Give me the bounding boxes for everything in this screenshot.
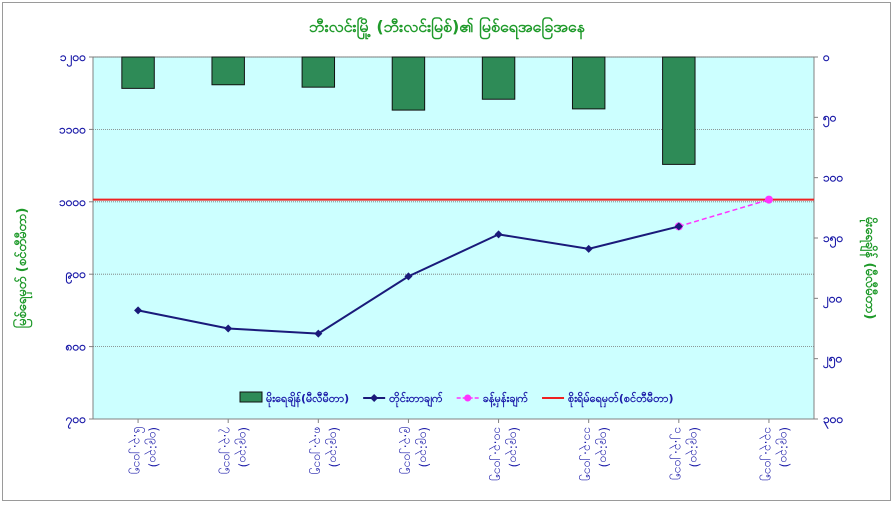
chart-title: ဘီးလင်းမြို့ (ဘီးလင်းမြစ်)၏ မြစ်ရေအခြေအန… [309, 16, 585, 40]
legend-label: တိုင်းတာချက် [389, 391, 443, 408]
left-tick-label: ၇၀၀ [65, 412, 87, 430]
x-tick-label: ၉.၃.၂၀၁၅ [398, 427, 415, 474]
x-tick-label: ၇.၃.၂၀၁၅ [218, 427, 235, 474]
x-tick-label: (၀၉:၃၀) [234, 427, 251, 467]
x-tick-label: (၀၉:၃၀) [685, 427, 702, 467]
left-tick-label: ၉၀၀ [65, 267, 87, 285]
x-tick-label: (၀၉:၃၀) [324, 427, 341, 467]
observed-point [134, 306, 143, 315]
left-tick-label: ၈၀၀ [65, 340, 87, 354]
left-axis-ticks: ၇၀၀ ၈၀၀ ၉၀၀ ၁၀၀၀ ၁၁၀၀ ၁၂၀၀ [59, 50, 93, 430]
rainfall-bar [481, 56, 516, 100]
observed-point [584, 244, 593, 253]
x-tick-label: ၆.၃.၂၀၁၅ [128, 427, 146, 474]
x-axis-ticks: ၆.၃.၂၀၁၅ (၀၉:၃၀) ၇.၃.၂၀၁၅ (၀၉:၃၀) ၈.၃.၂၀၁၅ (၀… [128, 419, 792, 481]
left-tick-label: ၁၁၀၀ [59, 122, 86, 136]
right-tick-label: ၁၅၀ [823, 231, 844, 249]
rainfall-bar [211, 56, 245, 86]
observed-point [494, 230, 503, 239]
x-tick-group: ၇.၃.၂၀၁၅ (၀၉:၃၀) [218, 427, 251, 474]
x-tick-label: (၀၉:၃၀) [595, 427, 612, 467]
left-axis-title: မြစ်ရေမှတ် (စင်တီမီတာ) [12, 208, 33, 329]
x-tick-label: ၁၀.၃.၂၀၁၅ [489, 427, 506, 481]
rainfall-bar [391, 56, 426, 111]
legend: မိုးရေချိန်(မီလီမီတာ) တိုင်းတာချက် ခန့်မှန… [239, 391, 673, 408]
x-tick-label: ၁၁.၃.၂၀၁၅ [579, 427, 596, 481]
legend-item: စိုးရိမ်ရေမှတ်(စင်တီမီတာ) [542, 391, 673, 408]
x-tick-label: ၁၂.၃.၂၀၁၅ [669, 427, 686, 480]
right-tick-label: ၃၀၀ [823, 412, 844, 430]
x-tick-label: ၈.၃.၂၀၁၅ [308, 427, 325, 474]
rainfall-bar [121, 56, 155, 89]
right-tick-label: ၅၀ [822, 110, 837, 128]
right-tick-label: ၂၀၀ [822, 291, 843, 309]
x-tick-group: ၉.၃.၂၀၁၅ (၀၉:၃၀) [398, 427, 431, 474]
observed-point [674, 222, 683, 231]
x-tick-label: ၁၃.၃.၂၀၁၅ [759, 427, 776, 481]
legend-marker [464, 394, 472, 402]
rainfall-bar [571, 56, 606, 110]
rainfall-bars [121, 56, 696, 165]
legend-item: တိုင်းတာချက် [363, 391, 443, 408]
x-tick-label: (၀၉:၃၀) [505, 427, 522, 467]
right-tick-label: ၀ [822, 50, 830, 64]
x-tick-group: ၆.၃.၂၀၁၅ (၀၉:၃၀) [128, 427, 161, 474]
legend-item: မိုးရေချိန်(မီလီမီတာ) [239, 391, 349, 408]
legend-label: မိုးရေချိန်(မီလီမီတာ) [266, 391, 349, 408]
right-tick-label: ၁၀၀ [823, 171, 844, 185]
x-tick-group: ၁၃.၃.၂၀၁၅ (၀၉:၃၀) [759, 427, 792, 481]
rainfall-bar [301, 56, 336, 88]
left-tick-label: ၁၀၀၀ [59, 195, 86, 209]
legend-marker [370, 394, 379, 402]
legend-label: စိုးရိမ်ရေမှတ်(စင်တီမီတာ) [568, 391, 673, 408]
right-tick-label: ၂၅၀ [822, 352, 843, 370]
legend-swatch [239, 391, 263, 403]
x-tick-label: (၀၉:၃၀) [414, 427, 431, 467]
plot-area [92, 56, 815, 420]
x-tick-label: (၀၉:၃၀) [775, 427, 792, 467]
x-tick-group: ၈.၃.၂၀၁၅ (၀၉:၃၀) [308, 427, 341, 474]
x-tick-group: ၁၀.၃.၂၀၁၅ (၀၉:၃၀) [489, 427, 522, 481]
observed-point [224, 324, 233, 333]
legend-item: ခန့်မှန်းချက် [456, 391, 529, 408]
series-lines [93, 195, 814, 338]
legend-label: ခန့်မှန်းချက် [483, 391, 529, 408]
observed-point [404, 272, 413, 281]
observed-point [314, 329, 323, 338]
right-axis-title: မိုးရေချိန် (မီလီမီတာ) [859, 217, 879, 320]
forecast-point [764, 195, 773, 204]
x-tick-group: ၁၂.၃.၂၀၁၅ (၀၉:၃၀) [669, 427, 702, 480]
rainfall-bar [662, 56, 696, 165]
x-tick-group: ၁၁.၃.၂၀၁၅ (၀၉:၃၀) [579, 427, 612, 481]
x-tick-label: (၀၉:၃၀) [144, 427, 161, 467]
left-tick-label: ၁၂၀၀ [60, 50, 86, 68]
